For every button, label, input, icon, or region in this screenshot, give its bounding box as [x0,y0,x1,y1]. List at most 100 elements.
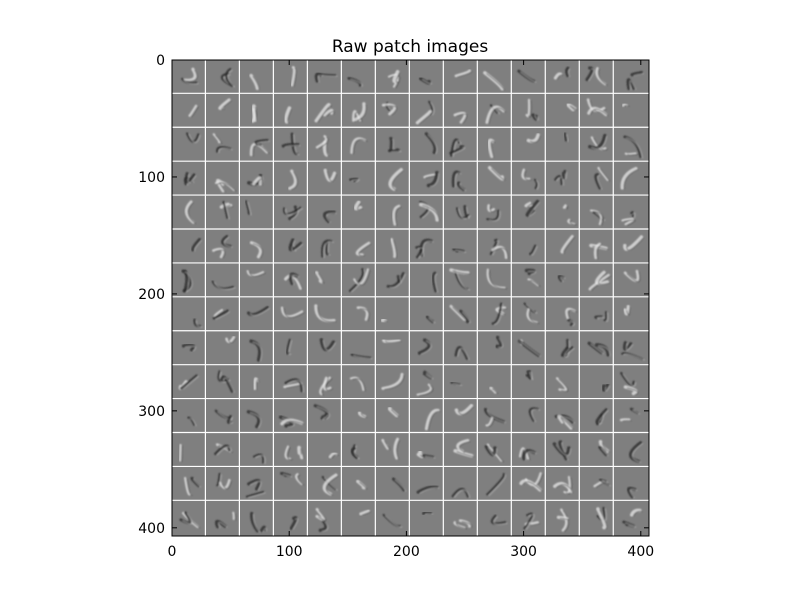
patch [451,170,467,192]
patch [419,200,440,222]
patch [322,210,337,223]
patch [250,511,268,533]
patch [622,103,630,108]
patch [211,280,236,291]
patch [381,101,398,116]
patch [621,211,636,226]
patch [517,69,537,83]
patch [347,76,363,87]
patch [451,487,471,498]
patch [214,409,234,425]
x-axis: 0 100 200 300 400 [168,60,654,560]
patch [621,341,645,361]
patch [626,70,644,91]
patch [453,519,473,530]
patch [188,104,199,118]
patch [251,104,258,123]
patch [585,66,608,86]
patch [422,511,434,515]
patch [528,244,538,256]
patch [555,377,569,392]
patch [628,441,644,463]
patch [424,132,438,155]
patch [557,274,566,283]
patch [418,76,433,85]
patch [491,302,508,326]
patch [450,381,463,387]
patch [214,178,237,193]
patch [562,204,577,226]
patch [225,335,237,344]
patch [284,272,304,290]
patch [214,511,237,529]
patch [486,204,501,222]
patch [313,404,331,421]
patch [495,335,504,349]
patch [350,444,360,460]
patch [487,138,496,159]
y-tick-label: 200 [138,287,165,303]
patch-separators [172,60,649,536]
patch [453,439,475,458]
patch [391,477,407,492]
patch [390,238,398,259]
patch [323,168,338,182]
patch [416,370,434,397]
patch [353,200,364,211]
patch [518,447,537,461]
x-tick-label: 400 [627,544,654,560]
patch [622,508,643,528]
patch [245,478,266,499]
patch [563,132,569,142]
patch [449,138,466,158]
patch [623,269,641,283]
patch [553,475,574,495]
patch [556,508,570,532]
patch [553,66,571,80]
patch [519,472,544,492]
patch [315,507,329,532]
patch [484,443,504,463]
patch [517,339,542,357]
patch [595,408,609,426]
patch [454,346,470,360]
patch [526,133,541,144]
x-tick-label: 0 [168,544,177,560]
patch [601,383,611,392]
patch [560,338,575,358]
patch [392,204,402,226]
patch [349,177,360,183]
patch [521,168,540,190]
patch [486,268,508,290]
patch [386,271,406,289]
patch [217,370,235,393]
patch [286,338,293,356]
patch [454,69,473,78]
patch [415,238,434,259]
patch [593,478,612,488]
patch [348,268,371,293]
patch [352,102,367,123]
patch [623,135,644,159]
patch [349,376,366,392]
patch [565,307,578,327]
patch [220,67,235,88]
patch [359,509,371,516]
patch [525,370,534,380]
patch [525,98,539,121]
patch [483,407,506,428]
patch [328,452,339,459]
patch [356,479,368,490]
patch [290,65,297,87]
patch [487,166,506,181]
y-tick-label: 300 [138,404,165,420]
patch [453,111,468,124]
patch [620,166,639,190]
patch [485,104,507,124]
patch [181,67,199,85]
patch [249,138,270,157]
patch [619,407,641,422]
patch [524,268,541,287]
patch [249,241,264,259]
